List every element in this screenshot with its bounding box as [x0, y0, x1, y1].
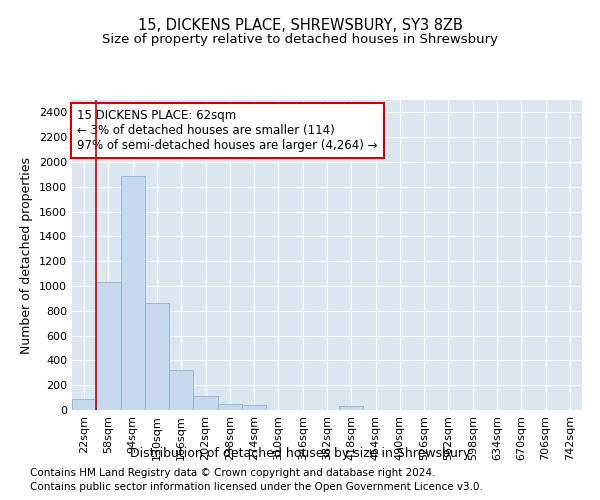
Text: Contains public sector information licensed under the Open Government Licence v3: Contains public sector information licen…	[30, 482, 483, 492]
Bar	[339, 406, 364, 410]
Text: Contains HM Land Registry data © Crown copyright and database right 2024.: Contains HM Land Registry data © Crown c…	[30, 468, 436, 477]
Text: Size of property relative to detached houses in Shrewsbury: Size of property relative to detached ho…	[102, 32, 498, 46]
Bar	[193, 396, 218, 410]
Bar	[96, 282, 121, 410]
Bar	[242, 405, 266, 410]
Bar	[121, 176, 145, 410]
Bar	[169, 370, 193, 410]
Y-axis label: Number of detached properties: Number of detached properties	[20, 156, 34, 354]
Bar	[145, 304, 169, 410]
Bar	[72, 399, 96, 410]
Text: 15, DICKENS PLACE, SHREWSBURY, SY3 8ZB: 15, DICKENS PLACE, SHREWSBURY, SY3 8ZB	[137, 18, 463, 32]
Text: Distribution of detached houses by size in Shrewsbury: Distribution of detached houses by size …	[130, 448, 470, 460]
Text: 15 DICKENS PLACE: 62sqm
← 3% of detached houses are smaller (114)
97% of semi-de: 15 DICKENS PLACE: 62sqm ← 3% of detached…	[77, 110, 377, 152]
Bar	[218, 404, 242, 410]
